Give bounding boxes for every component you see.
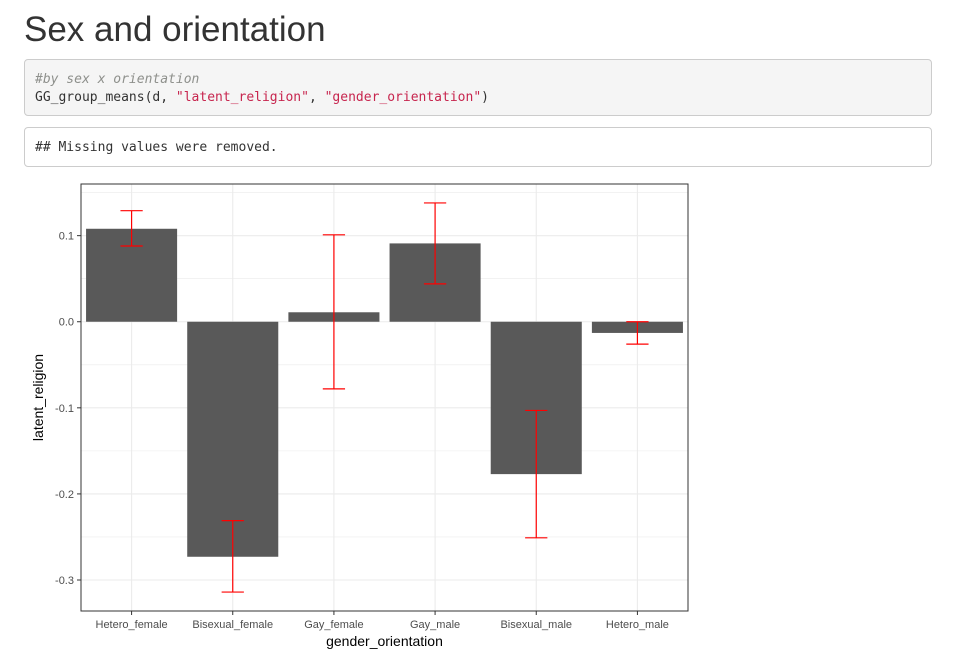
x-axis-ticks: Hetero_female Bisexual_female Gay_female Ga… <box>96 611 669 631</box>
panel-border <box>80 183 689 612</box>
bar-chart: 0.1 0.0 -0.1 -0.2 -0.3 Hetero_female Bisexual… <box>30 183 689 649</box>
page-title: Sex and orientation <box>24 10 326 49</box>
code-string-arg2: "gender_orientation" <box>324 90 482 105</box>
x-tick-label: Hetero_female <box>96 619 168 631</box>
x-tick-label: Hetero_male <box>606 619 669 631</box>
code-close-paren: ) <box>481 90 489 105</box>
code-comment: #by sex x orientation <box>35 72 200 87</box>
y-axis-ticks: 0.1 0.0 -0.1 -0.2 -0.3 <box>55 231 81 587</box>
x-tick-label: Bisexual_female <box>192 619 273 631</box>
error-bar-hetero-male <box>626 321 649 345</box>
y-tick-label: 0.1 <box>59 231 74 243</box>
error-bar-gay-male <box>423 202 447 285</box>
error-bar-bisexual-male <box>525 409 548 539</box>
x-tick-label: Gay_male <box>410 619 460 631</box>
y-tick-label: 0.0 <box>59 317 74 329</box>
y-tick-label: -0.3 <box>55 575 74 587</box>
grid-layer <box>81 184 688 611</box>
code-call: GG_group_means(d, "latent_religion", "ge… <box>35 89 921 107</box>
error-bar-gay-female <box>322 234 346 390</box>
panel-background <box>81 184 688 611</box>
code-separator: , <box>308 90 325 105</box>
y-axis-title: latent_religion <box>30 354 46 441</box>
errorbar-layer <box>120 202 649 593</box>
x-axis-title: gender_orientation <box>326 633 443 649</box>
x-tick-label: Bisexual_male <box>500 619 572 631</box>
error-bar-hetero-female <box>120 210 143 247</box>
error-bar-bisexual-female <box>221 520 244 593</box>
output-block: ## Missing values were removed. <box>24 127 932 167</box>
output-message: ## Missing values were removed. <box>35 140 278 155</box>
source-code-block: #by sex x orientation GG_group_means(d, "… <box>24 59 932 116</box>
code-string-arg1: "latent_religion" <box>175 90 309 105</box>
bar-bisexual-female <box>187 321 279 557</box>
y-tick-label: -0.2 <box>55 489 74 501</box>
y-tick-label: -0.1 <box>55 403 74 415</box>
code-function-call: GG_group_means(d, <box>35 90 176 105</box>
x-tick-label: Gay_female <box>304 619 363 631</box>
